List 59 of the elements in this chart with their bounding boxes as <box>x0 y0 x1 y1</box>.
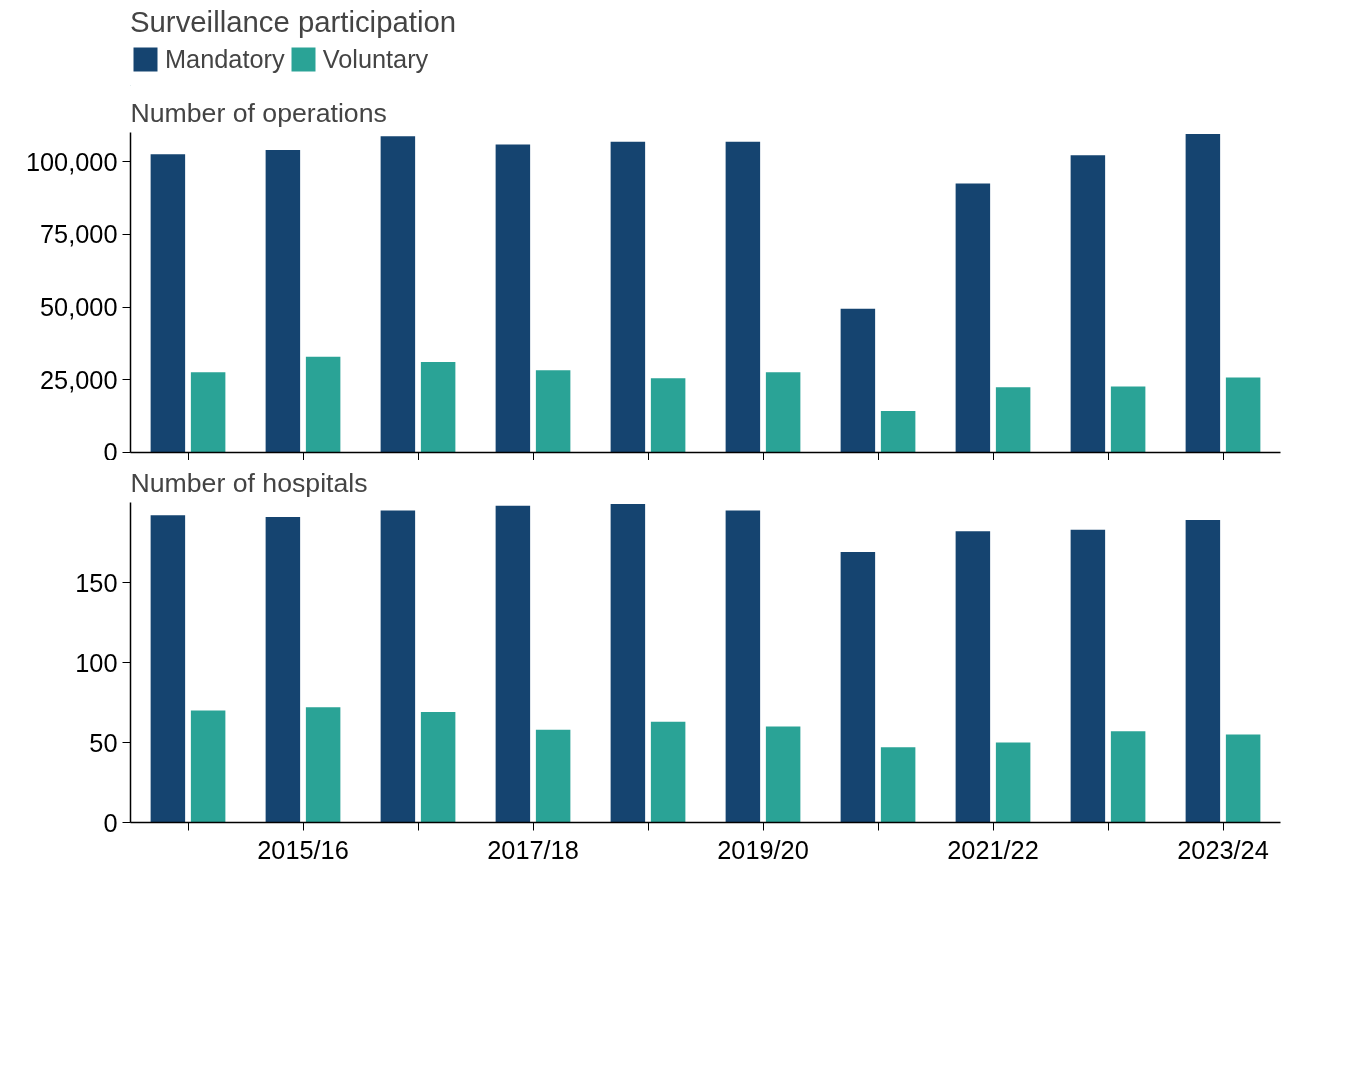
bar <box>955 531 991 823</box>
bar <box>765 726 801 823</box>
bar <box>380 136 416 453</box>
bar <box>1225 734 1261 823</box>
bar <box>1185 133 1221 453</box>
bar <box>420 362 456 453</box>
bar <box>725 141 761 453</box>
bar <box>610 141 646 453</box>
legend-label: Voluntary <box>322 44 429 74</box>
bar <box>725 510 761 823</box>
x-tick-label: 2017/18 <box>487 835 579 864</box>
chart-title: Number of hospitals <box>130 467 368 498</box>
bar <box>150 515 186 823</box>
y-tick-label: 50 <box>89 728 118 757</box>
y-tick-label: 100 <box>75 648 118 677</box>
bar <box>420 712 456 823</box>
bar <box>840 552 876 823</box>
bar <box>995 742 1031 823</box>
bar <box>880 410 916 453</box>
bar <box>305 356 341 453</box>
bar <box>535 370 571 453</box>
y-tick-label: 50,000 <box>40 293 118 322</box>
bar <box>995 387 1031 453</box>
bar <box>955 183 991 453</box>
bar <box>190 372 226 453</box>
bar <box>610 504 646 823</box>
x-tick-label: 2015/16 <box>257 835 349 864</box>
legend-title: Surveillance participation <box>130 5 457 39</box>
chart-title: Number of operations <box>130 97 387 128</box>
bar <box>1110 386 1146 453</box>
bar <box>650 378 686 453</box>
bar <box>1225 377 1261 453</box>
bar <box>1070 155 1106 453</box>
x-tick-label: 2021/22 <box>947 835 1039 864</box>
x-tick-label: 2019/20 <box>717 835 809 864</box>
bar <box>880 747 916 823</box>
y-tick-label: 150 <box>75 568 118 597</box>
legend-label: Mandatory <box>165 44 285 74</box>
y-tick-label: 75,000 <box>40 220 118 249</box>
bar <box>1185 520 1221 823</box>
bar <box>1110 731 1146 823</box>
bar <box>380 510 416 823</box>
y-tick-label: 0 <box>103 808 118 837</box>
bar <box>265 516 301 823</box>
bar <box>305 707 341 823</box>
bar <box>265 149 301 453</box>
bar <box>495 505 531 823</box>
bar <box>150 154 186 453</box>
y-tick-label: 25,000 <box>40 365 118 394</box>
x-tick-label: 2023/24 <box>1177 835 1269 864</box>
bar <box>535 729 571 823</box>
bar <box>650 721 686 823</box>
bar <box>840 308 876 453</box>
y-tick-label: 100,000 <box>25 147 118 176</box>
bar <box>765 372 801 453</box>
bar <box>495 144 531 453</box>
bar <box>190 710 226 823</box>
y-tick-label: 0 <box>103 437 118 466</box>
bar <box>1070 529 1106 823</box>
